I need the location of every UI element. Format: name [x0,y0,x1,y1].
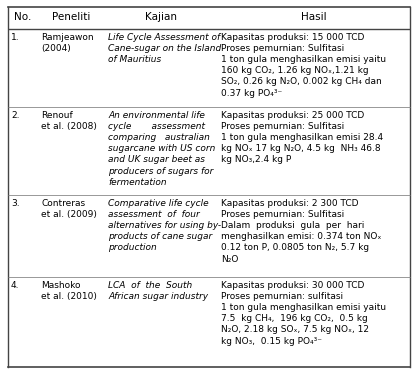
Text: Kapasitas produksi: 30 000 TCD
Proses pemurnian: sulfitasi
1 ton gula menghasilk: Kapasitas produksi: 30 000 TCD Proses pe… [221,281,386,345]
Text: Kapasitas produksi: 2 300 TCD
Proses pemurnian: Sulfitasi
Dalam  produksi  gula : Kapasitas produksi: 2 300 TCD Proses pem… [221,199,381,264]
Text: 3.: 3. [11,199,20,208]
Text: 2.: 2. [11,111,20,120]
Text: Life Cycle Assessment of
Cane-sugar on the Island
of Mauritius: Life Cycle Assessment of Cane-sugar on t… [108,33,221,64]
Text: 1.: 1. [11,33,20,42]
Text: 4.: 4. [11,281,20,290]
Text: Mashoko
et al. (2010): Mashoko et al. (2010) [41,281,97,301]
Text: Ramjeawon
(2004): Ramjeawon (2004) [41,33,94,53]
Text: Renouf
et al. (2008): Renouf et al. (2008) [41,111,97,131]
Text: LCA  of  the  South
African sugar industry: LCA of the South African sugar industry [108,281,208,301]
Text: Contreras
et al. (2009): Contreras et al. (2009) [41,199,97,219]
Text: Kapasitas produksi: 15 000 TCD
Proses pemurnian: Sulfitasi
1 ton gula menghasilk: Kapasitas produksi: 15 000 TCD Proses pe… [221,33,386,98]
Text: Peneliti: Peneliti [52,12,91,22]
Text: Comparative life cycle
assessment  of  four
alternatives for using by-
products : Comparative life cycle assessment of fou… [108,199,221,252]
Text: Kapasitas produksi: 25 000 TCD
Proses pemurnian: Sulfitasi
1 ton gula menghasilk: Kapasitas produksi: 25 000 TCD Proses pe… [221,111,383,164]
Text: Hasil: Hasil [301,12,327,22]
Text: No.: No. [14,12,32,22]
Text: Kajian: Kajian [145,12,178,22]
Text: An environmental life
cycle       assessment
comparing   australian
sugarcane wi: An environmental life cycle assessment c… [108,111,215,187]
